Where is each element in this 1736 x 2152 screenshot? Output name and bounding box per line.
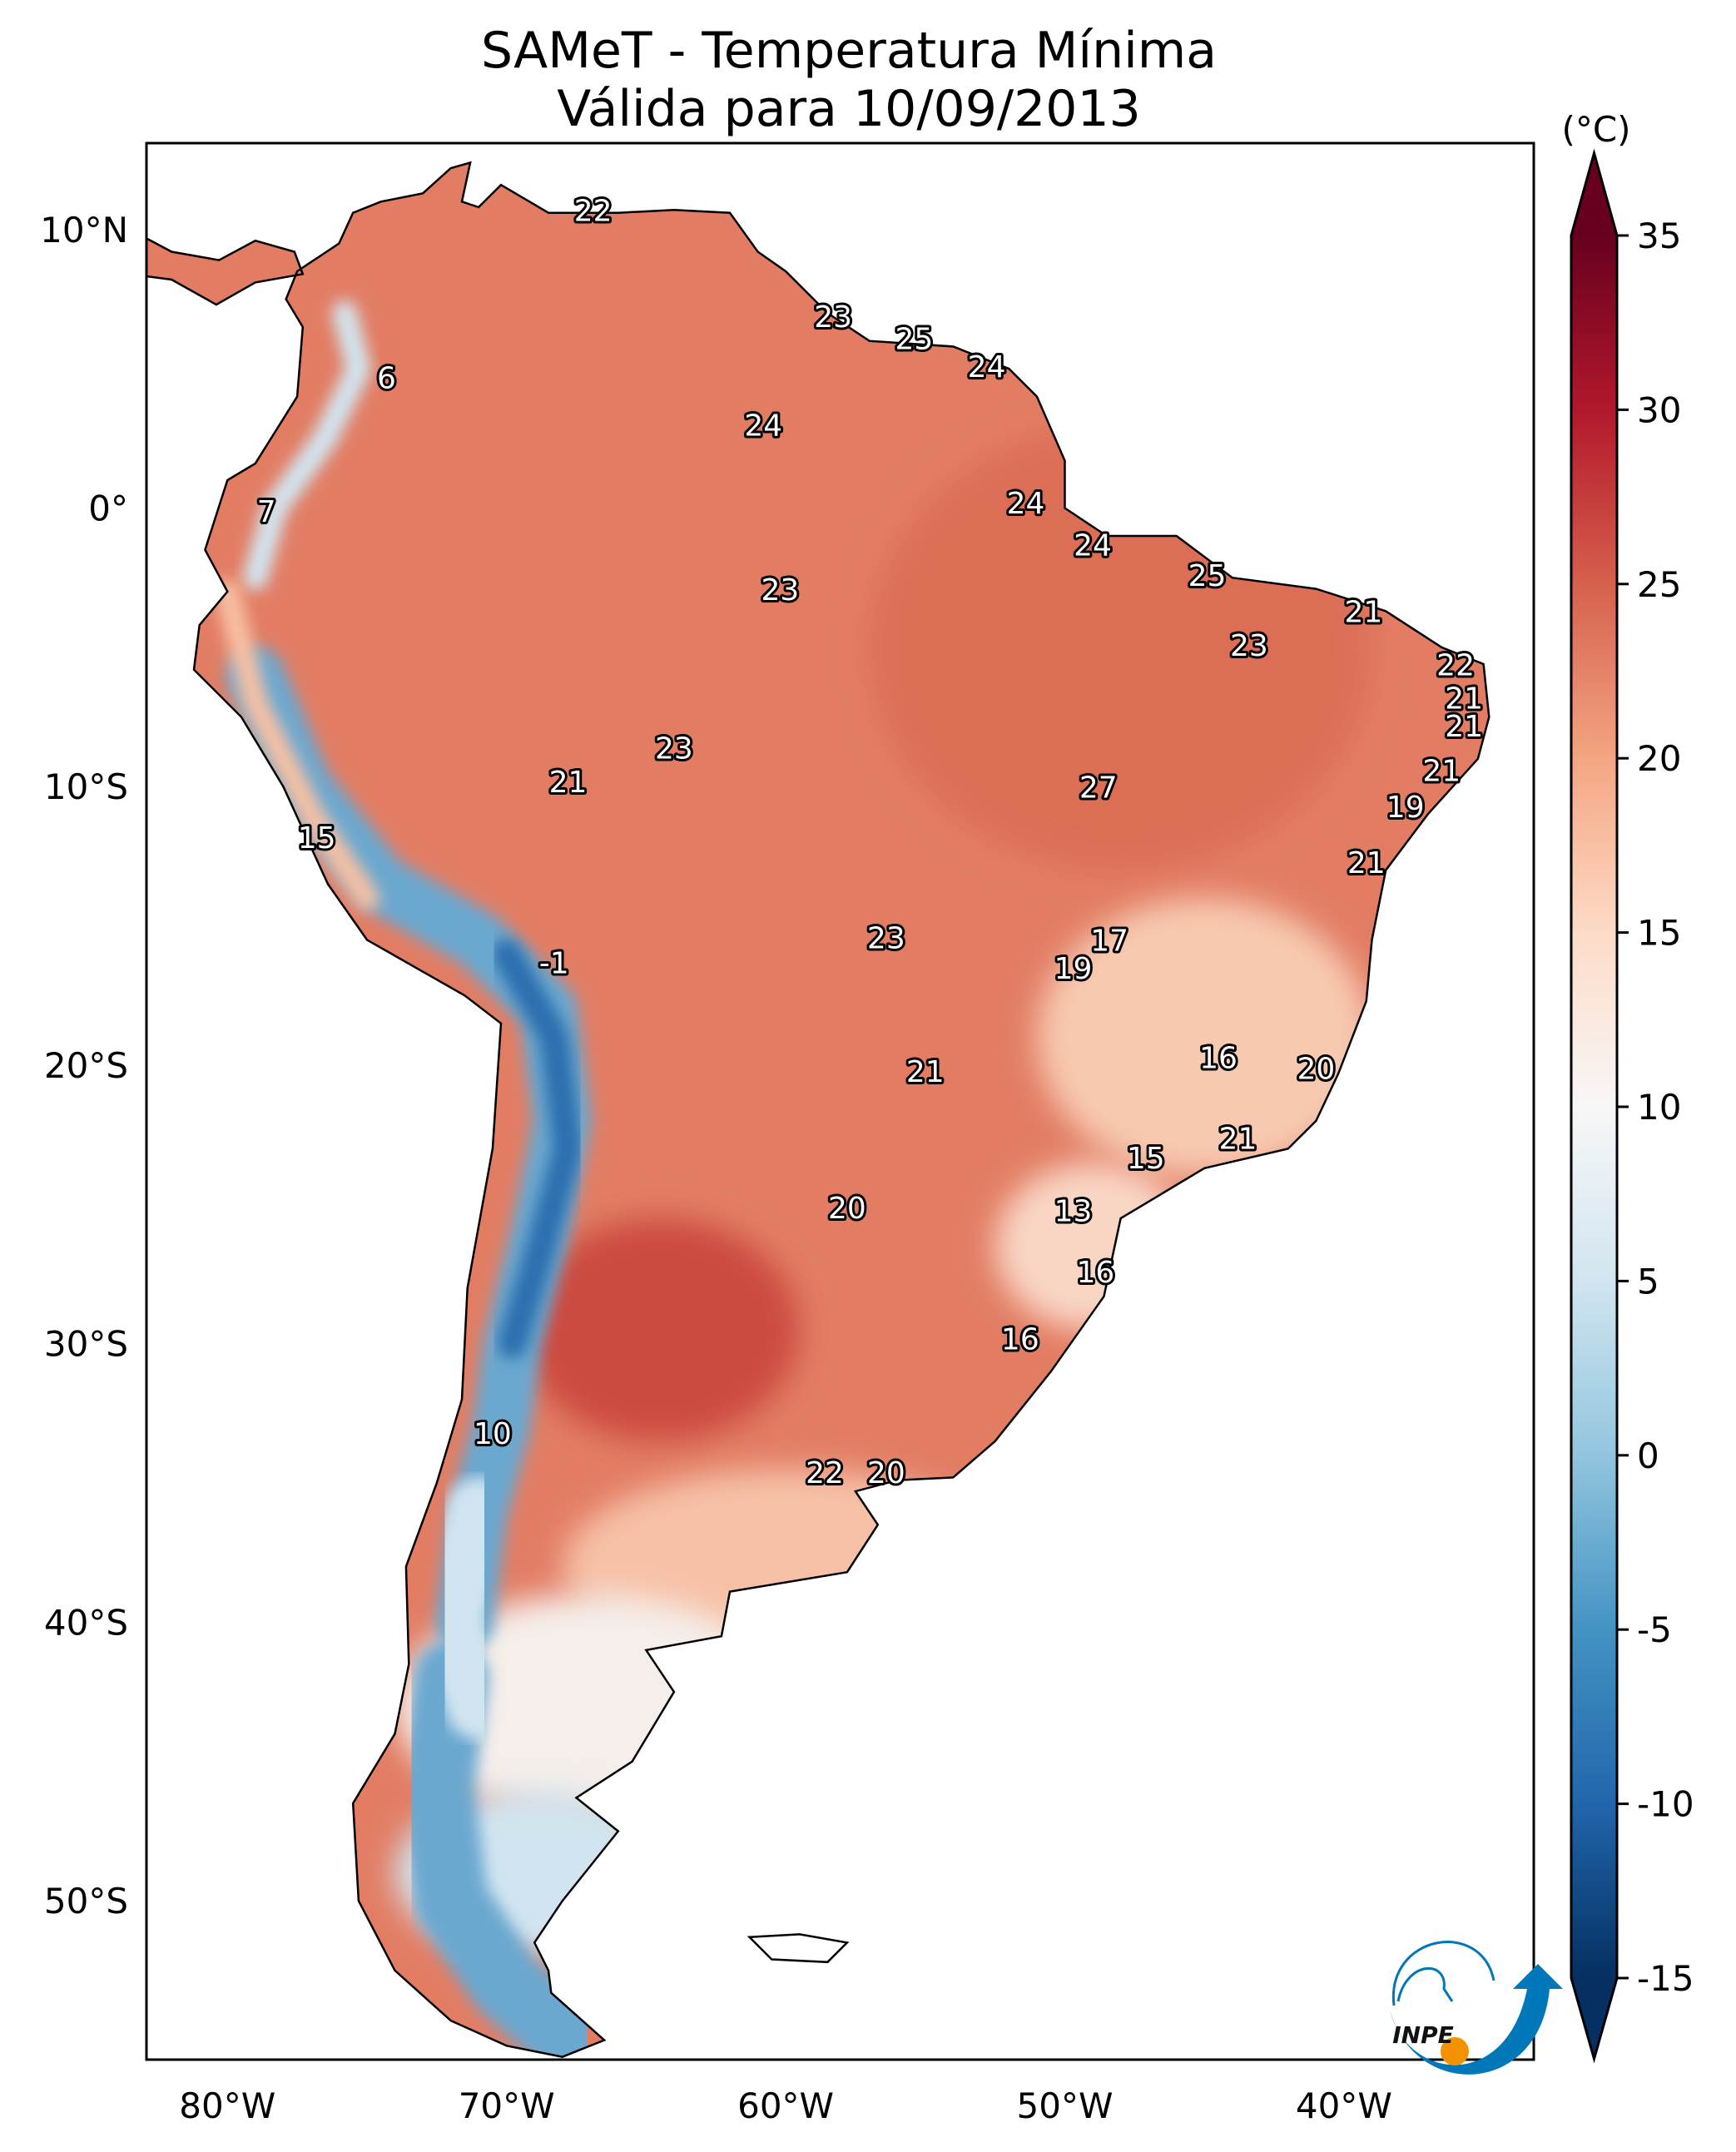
- station-label: 16: [1001, 1322, 1039, 1356]
- logo-swirl-outer: [1391, 1941, 1495, 2006]
- cool-south-brazil: [994, 1163, 1191, 1331]
- station-label: 6: [377, 362, 396, 396]
- latitude-tick-label: 0°: [88, 488, 128, 529]
- station-label: 25: [895, 323, 933, 357]
- station-label: 22: [806, 1456, 844, 1490]
- colorbar-unit-label: (°C): [1561, 109, 1630, 150]
- station-label: 15: [1127, 1142, 1165, 1176]
- latitude-tick-label: 40°S: [44, 1602, 128, 1643]
- station-label: 25: [1188, 559, 1227, 593]
- station-label: 23: [655, 732, 693, 766]
- logo-text: INPE: [1392, 2021, 1454, 2049]
- inpe-logo: INPE: [1390, 1941, 1563, 2075]
- station-label: 24: [744, 409, 782, 443]
- station-label: 13: [1054, 1194, 1093, 1228]
- colorbar-tick-label: 30: [1637, 389, 1681, 430]
- longitude-tick-label: 50°W: [1017, 2085, 1114, 2126]
- colorbar-extend-min: [1571, 1978, 1617, 2059]
- latitude-tick-label: 30°S: [44, 1324, 128, 1365]
- station-label: 24: [1007, 487, 1045, 521]
- station-label: 21: [549, 766, 588, 800]
- map-axes: 80°W 70°W 60°W 50°W 40°W 10°N 0° 10°S 20°S 30°S 40…: [40, 210, 1392, 2126]
- chart-subtitle: Válida para 10/09/2013: [557, 80, 1141, 138]
- station-label: 19: [1386, 791, 1425, 825]
- station-label: 21: [1344, 596, 1382, 630]
- station-label: 16: [1199, 1041, 1238, 1075]
- andes-north: [242, 300, 371, 591]
- coastline-south-america: [192, 161, 1490, 2058]
- station-label: 23: [867, 921, 905, 955]
- colorbar-tick-label: 35: [1637, 216, 1681, 256]
- longitude-tick-label: 70°W: [459, 2085, 555, 2126]
- colorbar-tick-label: 0: [1637, 1435, 1659, 1476]
- andes-south: [399, 1640, 600, 2057]
- latitude-tick-label: 10°S: [44, 766, 128, 807]
- station-label: 21: [906, 1055, 945, 1089]
- station-label: 24: [1074, 528, 1112, 563]
- station-label: 16: [1076, 1256, 1114, 1290]
- station-label: 21: [1347, 846, 1386, 880]
- andes-core: [492, 939, 583, 1359]
- longitude-tick-label: 40°W: [1296, 2085, 1392, 2126]
- colorbar-tick-label: -10: [1637, 1784, 1694, 1825]
- station-label: 10: [474, 1417, 512, 1451]
- colorbar-tick-label: 15: [1637, 913, 1681, 954]
- colorbar-extend-max: [1571, 153, 1617, 236]
- colorbar-tick-label: 25: [1637, 564, 1681, 605]
- station-label: 7: [257, 495, 276, 529]
- longitude-tick-label: 80°W: [179, 2085, 275, 2126]
- station-label: 19: [1054, 952, 1093, 986]
- station-label: 22: [1436, 648, 1475, 682]
- falkland-islands: [746, 1933, 850, 1964]
- latitude-tick-label: 20°S: [44, 1045, 128, 1086]
- latitude-tick-label: 50°S: [44, 1881, 128, 1921]
- station-label: 15: [298, 821, 336, 855]
- station-label: 20: [867, 1456, 905, 1490]
- colorbar-tick-label: -15: [1637, 1958, 1694, 1999]
- longitude-tick-label: 60°W: [737, 2085, 834, 2126]
- coastline: [146, 161, 1490, 2058]
- colorbar-tick-label: 20: [1637, 738, 1681, 779]
- logo-arrow: [1390, 1964, 1563, 2075]
- station-label: 21: [1422, 755, 1461, 789]
- colorbar-tick-label: -5: [1637, 1609, 1672, 1650]
- peru-coast: [215, 578, 379, 911]
- logo-sun: [1441, 2037, 1469, 2065]
- colorbar: (°C) 35 30 25 20 15 10 5 0 -5 -10 -15: [1561, 109, 1694, 2064]
- station-label: 22: [574, 195, 613, 229]
- hot-spot-argentina: [520, 1217, 800, 1441]
- station-label: 23: [761, 573, 799, 607]
- station-label: 20: [828, 1192, 866, 1226]
- colorbar-tick-label: 5: [1637, 1261, 1659, 1302]
- station-label: 21: [1219, 1122, 1257, 1156]
- station-label: 23: [1230, 629, 1268, 663]
- station-label: 21: [1445, 710, 1483, 744]
- station-label: 27: [1079, 771, 1118, 806]
- latitude-tick-label: 10°N: [40, 210, 128, 250]
- station-label: -1: [539, 946, 569, 980]
- chart-title: SAMeT - Temperatura Mínima: [480, 22, 1218, 80]
- station-label: 17: [1090, 925, 1128, 959]
- map-area: [146, 161, 1490, 2058]
- coastline-panama: [146, 237, 305, 306]
- colorbar-body: [1571, 236, 1617, 1978]
- colorbar-tick-label: 10: [1637, 1087, 1681, 1128]
- station-label: 24: [968, 350, 1006, 384]
- cool-southeast-brazil: [1037, 898, 1372, 1178]
- station-label: 23: [814, 300, 852, 335]
- warm-north-brazil: [870, 424, 1372, 870]
- station-label: 21: [1445, 682, 1483, 716]
- andes-lake-region: [417, 1477, 513, 1739]
- map-frame: [145, 141, 1535, 2061]
- logo-swirl-inner: [1396, 1967, 1454, 2002]
- station-label: 20: [1297, 1053, 1335, 1087]
